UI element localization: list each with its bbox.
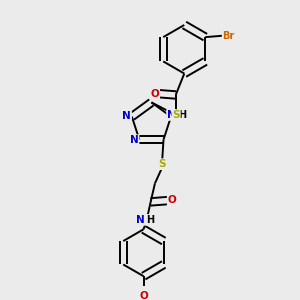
Text: O: O — [151, 88, 159, 98]
Text: H: H — [178, 110, 186, 120]
Text: N: N — [122, 111, 131, 121]
Text: Br: Br — [223, 31, 235, 41]
Text: O: O — [139, 291, 148, 300]
Text: S: S — [158, 159, 166, 169]
Text: S: S — [172, 110, 180, 120]
Text: H: H — [146, 215, 154, 225]
Text: N: N — [167, 110, 176, 120]
Text: O: O — [168, 196, 176, 206]
Text: N: N — [130, 135, 139, 145]
Text: N: N — [136, 215, 145, 225]
